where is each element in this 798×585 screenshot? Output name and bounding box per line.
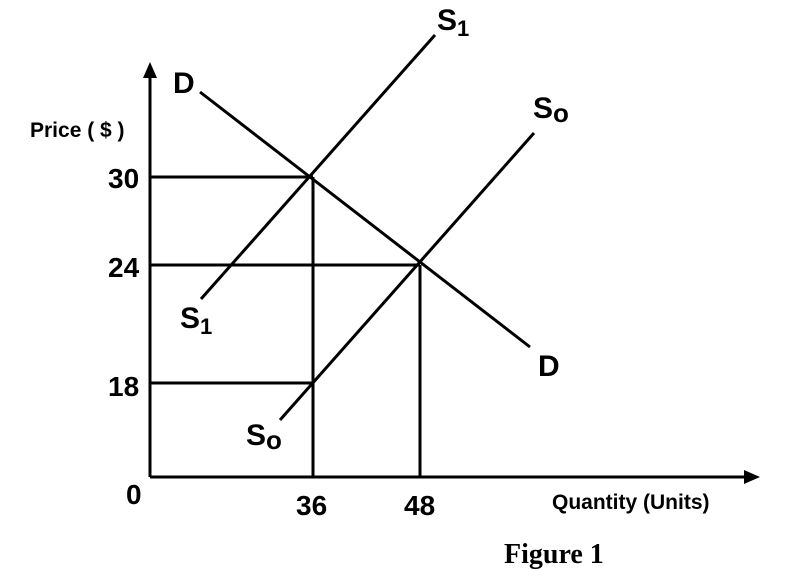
s1-label-bottom: S1 bbox=[180, 302, 212, 339]
figure-caption: Figure 1 bbox=[504, 539, 604, 570]
supply-curve-s1 bbox=[199, 34, 437, 300]
x-axis-label: Quantity (Units) bbox=[552, 491, 710, 514]
so-label-top-sub: o bbox=[553, 98, 569, 128]
so-label-bottom-main: S bbox=[246, 419, 266, 452]
y-tick-18: 18 bbox=[108, 371, 139, 402]
supply-curve-so bbox=[278, 132, 536, 421]
x-axis-arrow-icon bbox=[744, 470, 760, 484]
y-tick-24: 24 bbox=[108, 252, 140, 283]
s1-label-top-main: S bbox=[437, 4, 457, 37]
so-label-top: So bbox=[533, 92, 569, 128]
s1-label-top-sub: 1 bbox=[457, 16, 469, 41]
so-label-bottom: So bbox=[246, 419, 282, 455]
s1-label-bottom-sub: 1 bbox=[200, 314, 212, 339]
y-axis-arrow-icon bbox=[143, 62, 157, 78]
so-label-bottom-sub: o bbox=[266, 425, 282, 455]
s1-label-top: S1 bbox=[437, 4, 469, 41]
demand-label-top: D bbox=[173, 67, 195, 100]
x-tick-36: 36 bbox=[296, 490, 327, 521]
y-tick-30: 30 bbox=[108, 163, 139, 194]
so-label-top-main: S bbox=[533, 92, 553, 125]
s1-label-bottom-main: S bbox=[180, 302, 200, 335]
x-tick-48: 48 bbox=[404, 490, 435, 521]
demand-curve bbox=[199, 90, 531, 349]
y-axis-label: Price ( $ ) bbox=[30, 119, 125, 142]
origin-label: 0 bbox=[126, 479, 142, 510]
demand-label-bottom: D bbox=[538, 350, 560, 383]
